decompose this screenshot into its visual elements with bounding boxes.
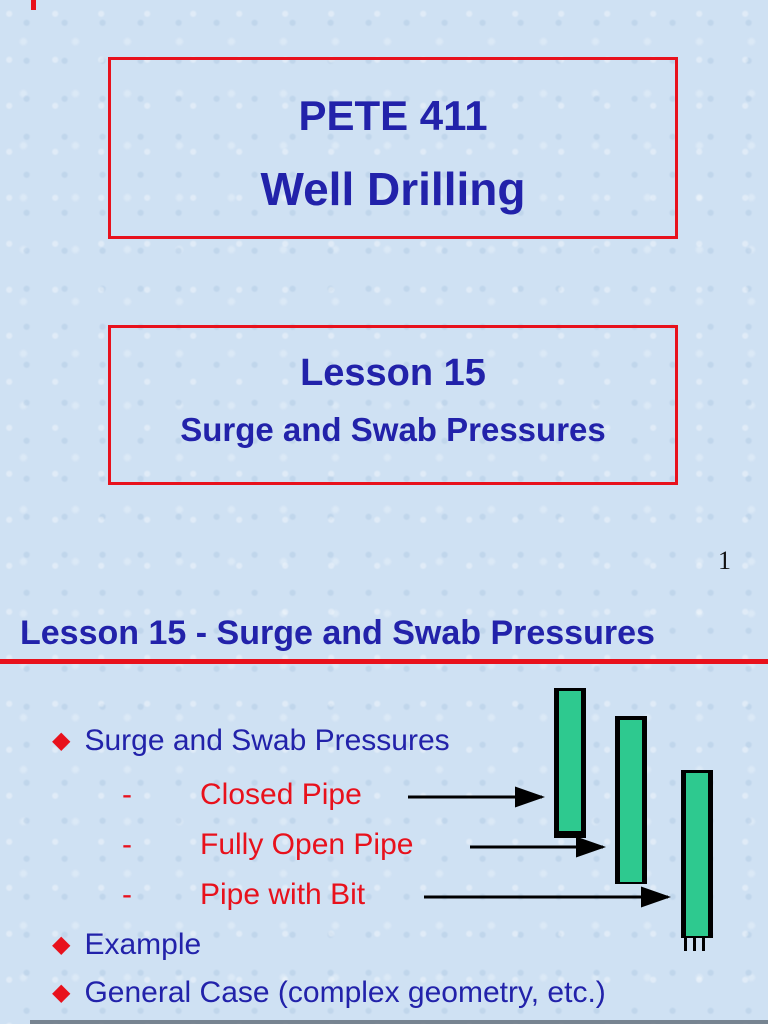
fully-open-pipe-graphic [615, 716, 647, 884]
bullet-text: Surge and Swab Pressures [84, 724, 450, 757]
bullet-text: Pipe with Bit [200, 878, 366, 911]
page-number: 1 [718, 546, 731, 575]
bullet-text: General Case (complex geometry, etc.) [84, 976, 606, 1009]
previous-page-border-fragment [31, 0, 36, 10]
lesson-title-box: Lesson 15 Surge and Swab Pressures [108, 325, 678, 485]
bullet-text: Closed Pipe [200, 778, 362, 811]
list-item: - Closed Pipe [122, 778, 362, 812]
course-title: PETE 411 [298, 92, 488, 139]
bullet-text: Example [84, 928, 202, 961]
lesson-title: Lesson 15 [300, 352, 486, 394]
dash-bullet-icon: - [122, 878, 132, 911]
bullet-text: Fully Open Pipe [200, 828, 414, 861]
closed-pipe-graphic [554, 688, 586, 838]
pipe-with-bit-graphic [681, 770, 713, 938]
diamond-bullet-icon: ◆ [52, 979, 71, 1006]
next-page-edge [30, 1020, 768, 1024]
diamond-bullet-icon: ◆ [52, 931, 71, 958]
list-item: ◆ General Case (complex geometry, etc.) [52, 976, 606, 1010]
title-underline [0, 659, 768, 664]
course-title-box: PETE 411 Well Drilling [108, 57, 678, 239]
dash-bullet-icon: - [122, 778, 132, 811]
list-item: ◆ Surge and Swab Pressures [52, 724, 450, 758]
list-item: - Pipe with Bit [122, 878, 365, 912]
list-item: - Fully Open Pipe [122, 828, 413, 862]
diamond-bullet-icon: ◆ [52, 727, 71, 754]
bit-nozzles-icon [684, 938, 710, 951]
list-item: ◆ Example [52, 928, 201, 962]
course-subtitle: Well Drilling [260, 163, 526, 215]
lesson-subtitle: Surge and Swab Pressures [180, 411, 606, 448]
slide-title: Lesson 15 - Surge and Swab Pressures [20, 614, 655, 652]
dash-bullet-icon: - [122, 828, 132, 861]
